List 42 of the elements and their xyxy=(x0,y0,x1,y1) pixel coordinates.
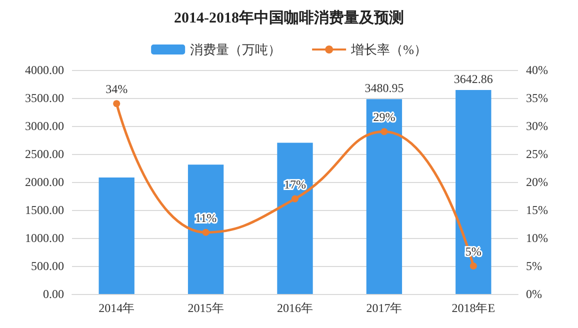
y2-tick-label: 35% xyxy=(526,91,548,105)
y-tick-label: 1500.00 xyxy=(25,203,64,217)
y-tick-label: 1000.00 xyxy=(25,231,64,245)
y2-tick-label: 15% xyxy=(526,203,548,217)
bar xyxy=(188,164,224,294)
y2-tick-label: 20% xyxy=(526,175,548,189)
y2-tick-label: 5% xyxy=(526,259,542,273)
bar xyxy=(98,178,134,294)
y-tick-label: 500.00 xyxy=(31,259,64,273)
legend-label: 增长率（%） xyxy=(350,42,427,57)
data-label: 3480.95 xyxy=(364,81,404,96)
bar xyxy=(456,90,492,294)
y-tick-label: 2500.00 xyxy=(25,147,64,161)
x-tick-label: 2018年E xyxy=(452,301,496,315)
data-label: 3642.86 xyxy=(454,72,493,86)
bar xyxy=(277,142,313,294)
y-tick-label: 0.00 xyxy=(43,287,64,301)
x-tick-label: 2015年 xyxy=(188,301,224,315)
bar xyxy=(366,99,402,294)
legend-label: 消费量（万吨） xyxy=(190,42,282,57)
data-label: 29% xyxy=(373,110,396,124)
data-label: 11% xyxy=(195,210,217,225)
point xyxy=(113,100,120,108)
x-tick-label: 2017年 xyxy=(366,301,402,315)
data-label: 17% xyxy=(284,177,306,192)
point xyxy=(470,262,477,270)
x-tick-label: 2014年 xyxy=(98,301,135,315)
y2-tick-label: 10% xyxy=(526,231,548,245)
x-tick-label: 2016年 xyxy=(277,301,313,315)
y2-tick-label: 40% xyxy=(526,63,548,77)
y2-tick-label: 30% xyxy=(526,119,548,133)
point xyxy=(380,128,388,136)
y2-tick-label: 0% xyxy=(526,287,542,301)
y-tick-label: 2000.00 xyxy=(25,175,64,189)
y-tick-label: 3500.00 xyxy=(25,91,64,105)
data-label: 34% xyxy=(106,82,128,96)
chart-title: 2014-2018年中国咖啡消费量及预测 xyxy=(174,10,404,26)
point xyxy=(202,228,210,236)
y2-tick-label: 25% xyxy=(526,147,548,161)
y-tick-label: 4000.00 xyxy=(25,63,64,77)
point xyxy=(292,195,298,202)
y-tick-label: 3000.00 xyxy=(25,119,64,133)
